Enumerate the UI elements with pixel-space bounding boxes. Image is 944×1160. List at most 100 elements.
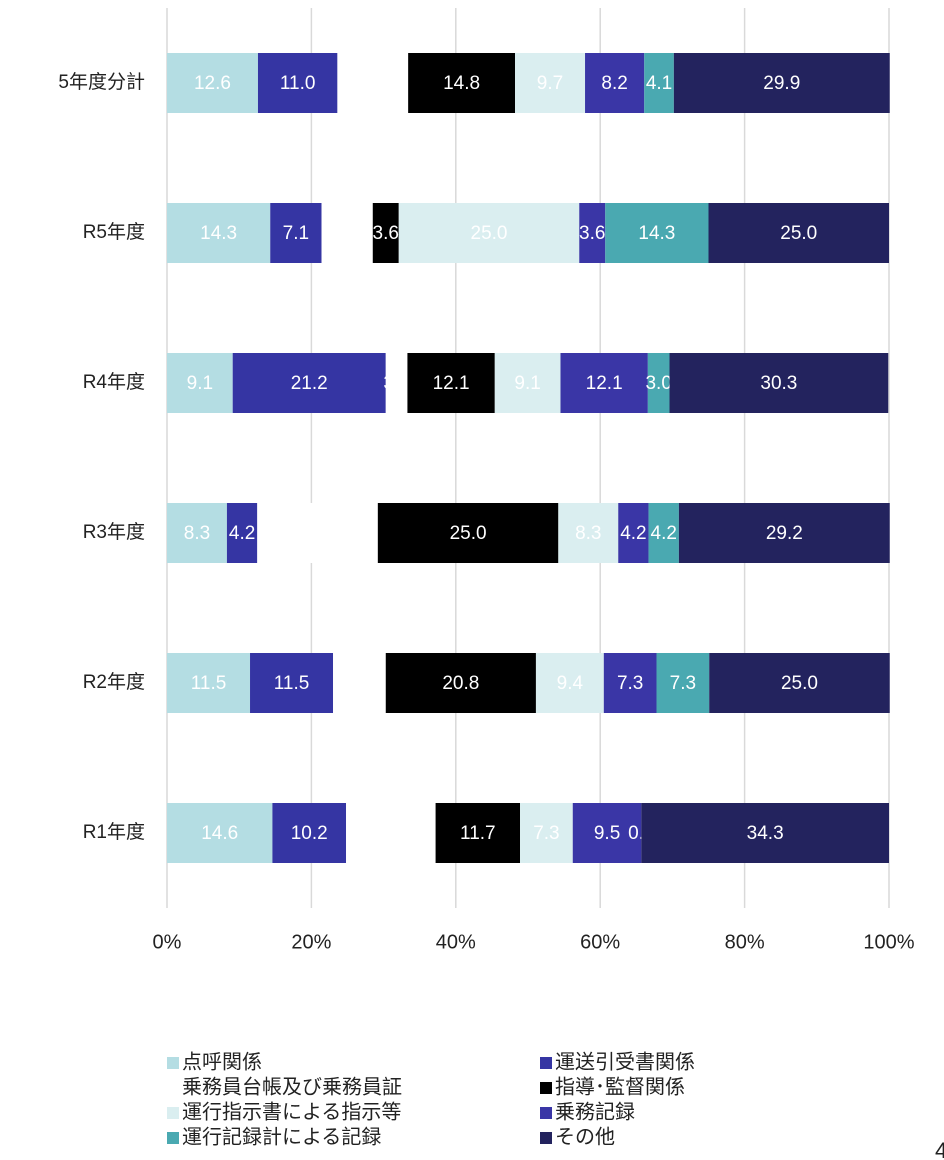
y-tick-label: R5年度 <box>83 221 145 243</box>
legend-swatch <box>167 1082 179 1094</box>
bar-segment <box>167 203 271 263</box>
page-number: 4 <box>935 1138 944 1160</box>
data-label: 12.1 <box>586 373 623 394</box>
y-tick-label: R2年度 <box>83 671 145 693</box>
bar-segment <box>535 653 604 713</box>
data-label: 14.8 <box>443 73 480 94</box>
data-label: 3.6 <box>373 223 399 244</box>
data-label: 7.3 <box>617 673 643 694</box>
legend-swatch <box>167 1132 179 1144</box>
data-label: 14.6 <box>201 823 238 844</box>
bar-segment <box>648 503 679 563</box>
data-label: 11.7 <box>460 823 496 844</box>
data-label: 29.9 <box>763 73 800 94</box>
data-label: 10.2 <box>291 823 328 844</box>
data-label: 7.3 <box>346 673 372 694</box>
bar-segment <box>678 503 890 563</box>
data-label: 11.0 <box>280 73 316 94</box>
bar-segment <box>385 353 408 413</box>
bar-segment <box>641 803 889 863</box>
bar-segment <box>494 353 561 413</box>
data-label: 7.3 <box>670 673 696 694</box>
data-label: 11.5 <box>191 673 227 694</box>
legend-label: 点呼関係 <box>182 1050 262 1073</box>
data-label: 29.2 <box>766 523 803 544</box>
data-label: 4.2 <box>229 523 255 544</box>
data-label: 7.1 <box>283 223 309 244</box>
data-label: 25.0 <box>450 523 487 544</box>
data-label: 3.0 <box>383 373 409 394</box>
x-tick-label: 60% <box>580 931 620 953</box>
legend-swatch <box>167 1057 179 1069</box>
data-label: 8.2 <box>601 73 627 94</box>
data-label: 30.3 <box>760 373 797 394</box>
legend-label: 乗務員台帳及び乗務員証 <box>182 1075 402 1098</box>
bar-segment <box>167 53 258 113</box>
bar-segment <box>346 803 436 863</box>
x-tick-label: 40% <box>436 931 476 953</box>
y-tick-label: R4年度 <box>83 371 145 393</box>
bar-segment <box>515 53 586 113</box>
data-label: 25.0 <box>780 223 817 244</box>
legend-swatch <box>540 1107 552 1119</box>
bar-segment <box>321 203 373 263</box>
bar-segment <box>709 653 890 713</box>
bar-segment <box>167 653 251 713</box>
data-label: 8.3 <box>575 523 601 544</box>
bar-segment <box>398 203 580 263</box>
data-label: 9.5 <box>594 823 620 844</box>
bar-segment <box>250 653 334 713</box>
legend-label: 運行指示書による指示等 <box>182 1100 401 1123</box>
legend-swatch <box>540 1057 552 1069</box>
bar-segment <box>408 53 516 113</box>
bar-segment <box>605 203 709 263</box>
data-label: 12.4 <box>372 823 409 844</box>
bar-segment <box>372 203 399 263</box>
bar-segment <box>337 53 409 113</box>
bar-segment <box>708 203 889 263</box>
bar-segment <box>270 203 322 263</box>
bar-segment <box>656 653 710 713</box>
bar-segment <box>572 803 642 863</box>
bar-segment <box>167 353 233 413</box>
bar-segment <box>647 353 670 413</box>
data-label: 3.6 <box>579 223 605 244</box>
data-label: 25.0 <box>471 223 508 244</box>
bar-segment <box>644 53 674 113</box>
data-label: 4.2 <box>620 523 646 544</box>
legend-label: その他 <box>555 1125 615 1148</box>
legend-label: 運行記録計による記録 <box>182 1125 381 1148</box>
bar-segment <box>603 653 657 713</box>
bar-segment <box>272 803 347 863</box>
y-tick-label: R3年度 <box>83 521 145 543</box>
data-label: 14.3 <box>638 223 675 244</box>
legend-label: 指導･監督関係 <box>555 1075 685 1098</box>
data-label: 12.6 <box>194 73 231 94</box>
legend-label: 運送引受書関係 <box>555 1050 695 1073</box>
bar-segment <box>257 503 378 563</box>
data-label: 9.4 <box>557 673 584 694</box>
data-label: 8.3 <box>184 523 210 544</box>
data-label: 14.3 <box>200 223 237 244</box>
bar-segment <box>385 653 536 713</box>
bar-segment <box>435 803 521 863</box>
legend-label: 乗務記録 <box>555 1100 635 1123</box>
data-label: 7.3 <box>533 823 559 844</box>
data-label: 21.2 <box>291 373 328 394</box>
data-label: 25.0 <box>781 673 818 694</box>
data-label: 4.1 <box>646 73 672 94</box>
bar-segment <box>377 503 559 563</box>
data-label: 16.7 <box>299 523 336 544</box>
data-label: 11.5 <box>274 673 310 694</box>
x-tick-label: 100% <box>863 931 914 953</box>
legend-swatch <box>167 1107 179 1119</box>
data-label: 12.1 <box>433 373 470 394</box>
x-tick-label: 0% <box>153 931 182 953</box>
bar-segment <box>560 353 648 413</box>
bar-segment <box>167 803 273 863</box>
x-tick-label: 20% <box>291 931 331 953</box>
bar-segment <box>333 653 386 713</box>
data-label: 34.3 <box>747 823 784 844</box>
bar-segment <box>167 503 227 563</box>
